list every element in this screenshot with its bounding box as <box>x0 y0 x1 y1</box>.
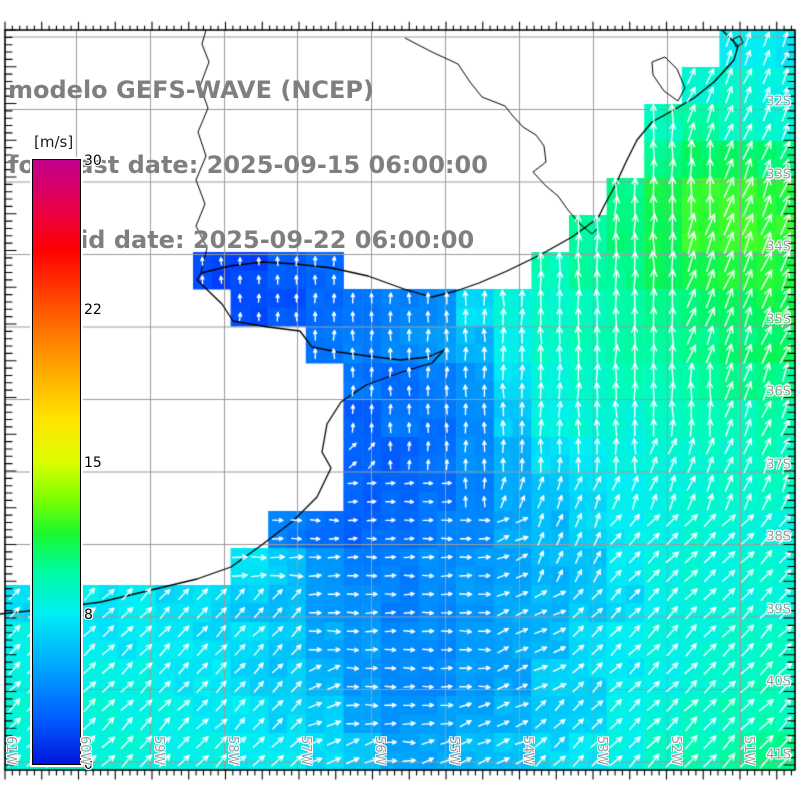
lat-label-35S: 35S <box>766 312 791 327</box>
colorbar-gradient <box>32 159 81 765</box>
lon-label-54W: 54W <box>520 736 535 766</box>
lat-label-33S: 33S <box>766 167 791 182</box>
colorbar-tick-8: 8 <box>84 607 93 623</box>
lat-label-34S: 34S <box>766 239 791 255</box>
lat-label-40S: 40S <box>766 674 791 690</box>
lon-label-55W: 55W <box>446 736 461 766</box>
lon-label-57W: 57W <box>298 736 313 766</box>
colorbar-tick-0: 0 <box>84 757 93 773</box>
lat-label-32S: 32S <box>766 94 791 110</box>
colorbar-tick-30: 30 <box>84 153 102 169</box>
lon-label-53W: 53W <box>594 736 609 766</box>
lon-label-51W: 51W <box>741 736 756 766</box>
lat-label-39S: 39S <box>766 602 791 617</box>
lat-label-41S: 41S <box>766 747 791 762</box>
model-title: modelo GEFS-WAVE (NCEP) <box>8 76 374 104</box>
lon-label-60W: 60W <box>77 736 92 766</box>
lon-label-56W: 56W <box>372 736 387 766</box>
colorbar-unit-label: [m/s] <box>32 133 76 151</box>
lat-label-38S: 38S <box>766 529 791 545</box>
colorbar-tick-22: 22 <box>84 302 102 318</box>
lon-label-52W: 52W <box>668 736 683 766</box>
lon-label-58W: 58W <box>225 736 240 766</box>
lat-label-36S: 36S <box>766 384 791 400</box>
lon-label-59W: 59W <box>151 736 166 766</box>
lat-label-37S: 37S <box>766 457 791 472</box>
lon-label-61W: 61W <box>3 736 18 766</box>
colorbar-tick-15: 15 <box>84 455 102 471</box>
